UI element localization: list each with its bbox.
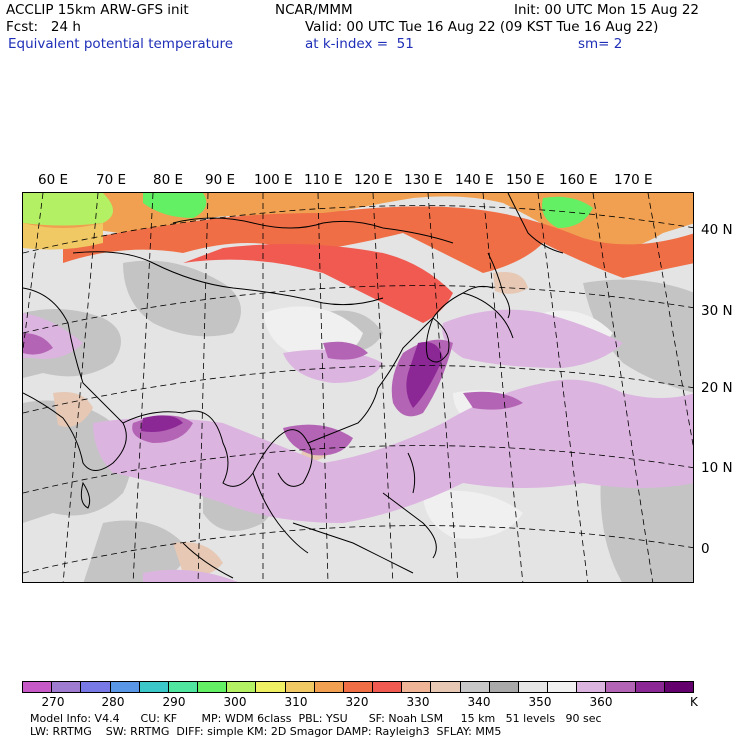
lon-label-170e: 170 E <box>614 172 653 188</box>
colorbar-tick-270: 270 <box>41 695 65 709</box>
colorbar-tick-300: 300 <box>223 695 247 709</box>
colorbar-unit: K <box>690 695 698 709</box>
yellow-patch-west <box>23 223 103 250</box>
lon-label-80e: 80 E <box>153 172 183 188</box>
colorbar-tick-320: 320 <box>345 695 369 709</box>
colorbar-segment-10 <box>314 682 344 692</box>
level-label: at k-index = 51 <box>305 36 414 52</box>
colorbar-tick-340: 340 <box>467 695 491 709</box>
lon-label-100e: 100 E <box>254 172 293 188</box>
org-label: NCAR/MMM <box>275 2 353 18</box>
colorbar-tick-330: 330 <box>406 695 430 709</box>
green-patch-north <box>143 193 207 218</box>
lavender-360-region <box>23 309 693 582</box>
colorbar-tick-290: 290 <box>162 695 186 709</box>
lon-label-60e: 60 E <box>38 172 68 188</box>
colorbar <box>22 681 694 693</box>
valid-time: Valid: 00 UTC Tue 16 Aug 22 (09 KST Tue … <box>305 19 659 35</box>
colorbar-segment-13 <box>402 682 432 692</box>
red-330-band <box>63 206 693 278</box>
colorbar-segment-20 <box>606 682 636 692</box>
lat-label-30n: 30 N <box>701 303 733 319</box>
forecast-hour: Fcst: 24 h <box>6 19 81 35</box>
colorbar-segment-15 <box>460 682 490 692</box>
lon-label-140e: 140 E <box>455 172 494 188</box>
yellow-green-patch-west <box>23 193 113 226</box>
red-330-core <box>183 244 453 323</box>
lat-label-20n: 20 N <box>701 380 733 396</box>
lon-label-110e: 110 E <box>304 172 343 188</box>
colorbar-segment-4 <box>139 682 169 692</box>
colorbar-segment-7 <box>227 682 257 692</box>
colorbar-segment-22 <box>664 682 693 692</box>
model-info-line2: LW: RRTMG SW: RRTMG DIFF: simple KM: 2D … <box>30 725 502 738</box>
colorbar-segment-21 <box>635 682 665 692</box>
colorbar-tick-310: 310 <box>284 695 308 709</box>
lon-label-150e: 150 E <box>506 172 545 188</box>
graticule <box>23 193 693 582</box>
lat-label-0: 0 <box>701 541 710 557</box>
colorbar-segment-11 <box>343 682 374 692</box>
map-panel <box>22 192 694 583</box>
lon-label-120e: 120 E <box>354 172 393 188</box>
field-name: Equivalent potential temperature <box>8 36 234 52</box>
init-time: Init: 00 UTC Mon 15 Aug 22 <box>514 2 699 18</box>
colorbar-segment-12 <box>373 682 403 692</box>
colorbar-segment-3 <box>110 682 140 692</box>
colorbar-segment-9 <box>285 682 315 692</box>
colorbar-segment-14 <box>431 682 461 692</box>
lat-label-10n: 10 N <box>701 460 733 476</box>
lon-label-130e: 130 E <box>404 172 443 188</box>
lon-label-70e: 70 E <box>96 172 126 188</box>
model-info-line1: Model Info: V4.4 CU: KF MP: WDM 6class P… <box>30 712 602 725</box>
green-patch-east <box>542 196 593 228</box>
colorbar-segment-16 <box>489 682 519 692</box>
colorbar-segment-5 <box>168 682 199 692</box>
lon-label-160e: 160 E <box>559 172 598 188</box>
colorbar-segment-2 <box>81 682 111 692</box>
colorbar-tick-280: 280 <box>101 695 125 709</box>
smoothing-label: sm= 2 <box>578 36 623 52</box>
lat-label-40n: 40 N <box>701 222 733 238</box>
colorbar-segment-1 <box>52 682 82 692</box>
colorbar-segment-0 <box>23 682 53 692</box>
lon-label-90e: 90 E <box>205 172 235 188</box>
model-title: ACCLIP 15km ARW-GFS init <box>6 2 189 18</box>
theta-e-field-map <box>23 193 693 582</box>
dark-purple-380-region <box>141 342 443 432</box>
colorbar-segment-17 <box>518 682 549 692</box>
colorbar-tick-350: 350 <box>528 695 552 709</box>
colorbar-segment-8 <box>256 682 286 692</box>
colorbar-segment-19 <box>577 682 607 692</box>
colorbar-segment-6 <box>198 682 228 692</box>
colorbar-segment-18 <box>548 682 578 692</box>
colorbar-tick-360: 360 <box>589 695 613 709</box>
